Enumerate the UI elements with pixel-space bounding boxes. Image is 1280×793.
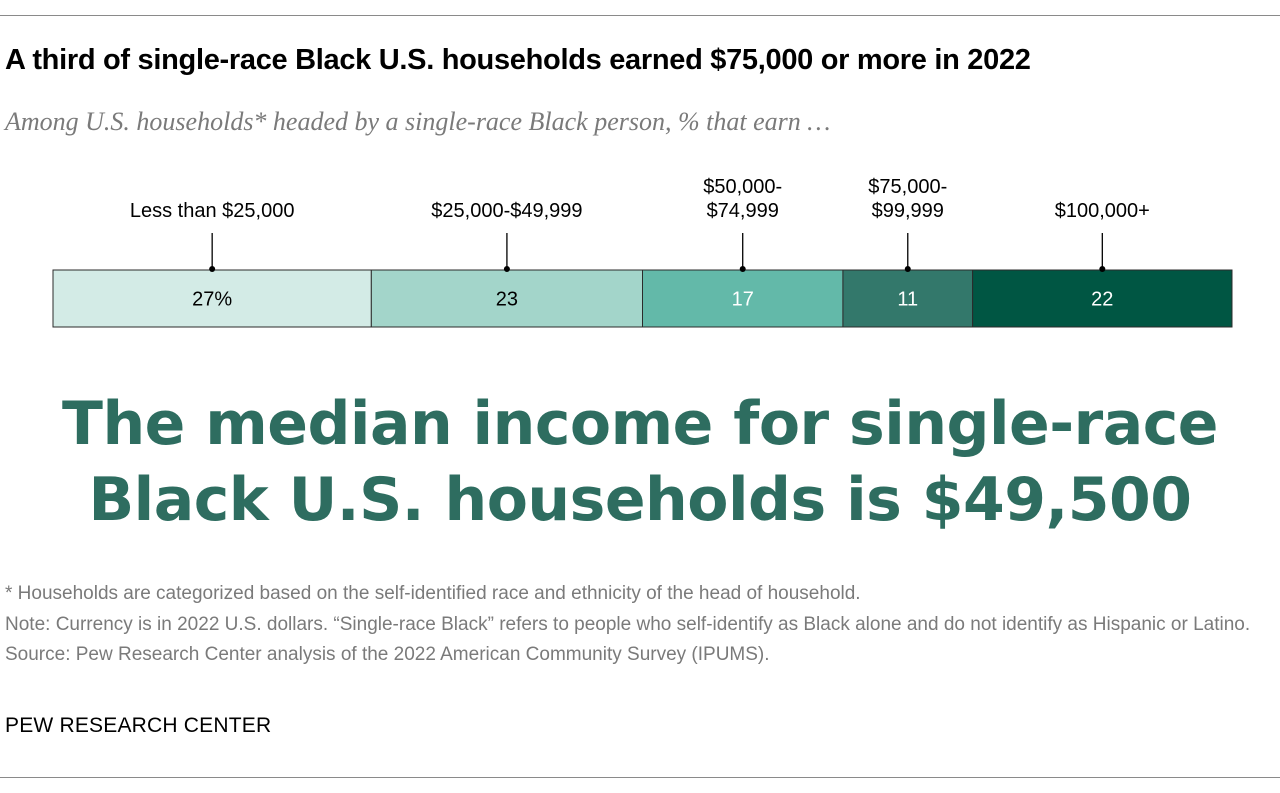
category-label-1: $25,000-$49,999 (431, 200, 582, 222)
value-label-2: 17 (732, 289, 754, 311)
leader-dot-1 (503, 266, 510, 272)
footnote: * Households are categorized based on th… (5, 583, 861, 604)
bar-segment-2 (642, 269, 844, 328)
category-label-3: $75,000-$99,999 (868, 176, 947, 222)
source: Source: Pew Research Center analysis of … (5, 644, 770, 665)
headline-line-1: The median income for single-race (62, 389, 1218, 459)
top-rule (0, 15, 1280, 16)
bar-segment-0 (52, 269, 372, 328)
leader-dot-4 (1099, 266, 1106, 272)
bottom-rule (0, 777, 1280, 778)
leader-dot-2 (739, 266, 746, 272)
bar-segment-4 (972, 269, 1233, 328)
headline-line-2: Black U.S. households is $49,500 (88, 465, 1192, 535)
value-label-3: 11 (897, 289, 918, 311)
value-label-4: 22 (1091, 289, 1113, 311)
bar-segment-1 (370, 269, 643, 328)
median-income-headline: The median income for single-race Black … (0, 386, 1280, 538)
category-label-4: $100,000+ (1055, 200, 1150, 222)
leader-dot-0 (209, 266, 216, 272)
leader-dot-3 (904, 266, 911, 272)
stacked-bar-chart: 27% Less than $25,000 23 $25,000-$49,999 17 $… (52, 176, 1233, 328)
pew-research-center-credit: PEW RESEARCH CENTER (5, 714, 272, 737)
notes-block: * Households are categorized based on th… (5, 579, 1277, 671)
value-label-1: 23 (496, 289, 518, 311)
category-label-0: Less than $25,000 (130, 200, 295, 222)
bar-segment-3 (842, 269, 974, 328)
chart-subtitle: Among U.S. households* headed by a singl… (5, 107, 831, 136)
category-label-2: $50,000-$74,999 (703, 176, 782, 222)
chart-title: A third of single-race Black U.S. househ… (5, 44, 1031, 76)
note: Note: Currency is in 2022 U.S. dollars. … (5, 613, 1251, 635)
value-label-0: 27% (192, 289, 232, 311)
